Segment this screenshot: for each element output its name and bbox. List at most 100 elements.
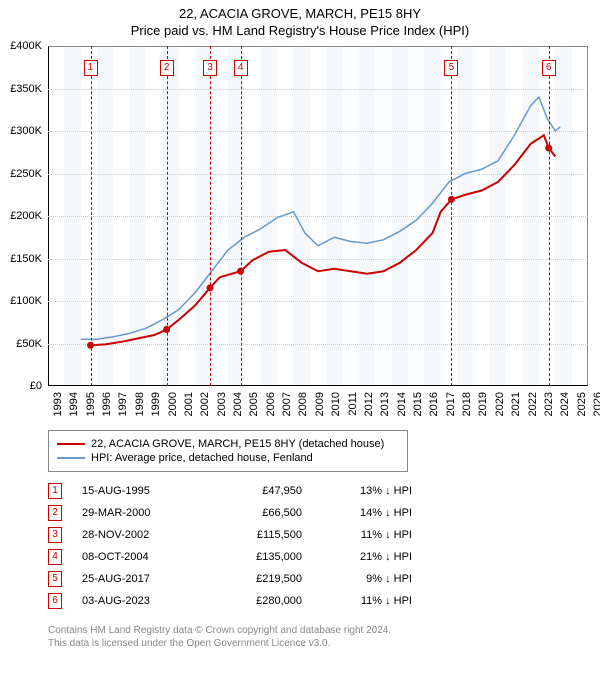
legend-label: 22, ACACIA GROVE, MARCH, PE15 8HY (detac… — [91, 438, 384, 450]
y-axis-label: £400K — [10, 40, 42, 52]
event-marker: 5 — [444, 60, 458, 76]
transaction-date: 29-MAR-2000 — [82, 507, 212, 519]
x-axis-label: 2016 — [428, 392, 440, 416]
transaction-price: £115,500 — [212, 529, 332, 541]
x-axis-label: 2022 — [527, 392, 539, 416]
y-axis-label: £300K — [10, 125, 42, 137]
series-line — [81, 97, 560, 339]
transaction-date: 25-AUG-2017 — [82, 573, 212, 585]
legend-swatch — [57, 457, 85, 459]
x-axis-label: 2023 — [543, 392, 555, 416]
event-line — [167, 46, 168, 386]
transaction-price: £135,000 — [212, 551, 332, 563]
x-axis-label: 1993 — [52, 392, 64, 416]
x-axis-label: 2007 — [281, 392, 293, 416]
x-axis-label: 1999 — [150, 392, 162, 416]
transaction-price: £47,950 — [212, 485, 332, 497]
event-line — [91, 46, 92, 386]
row-number: 6 — [48, 593, 62, 609]
row-number: 1 — [48, 483, 62, 499]
x-axis-label: 2010 — [330, 392, 342, 416]
transaction-price: £66,500 — [212, 507, 332, 519]
transaction-date: 08-OCT-2004 — [82, 551, 212, 563]
transaction-delta: 11% ↓ HPI — [332, 595, 412, 607]
transaction-delta: 9% ↓ HPI — [332, 573, 412, 585]
transaction-row: 5 25-AUG-2017£219,5009% ↓ HPI — [48, 568, 412, 590]
event-marker: 4 — [234, 60, 248, 76]
x-axis-label: 2014 — [396, 392, 408, 416]
x-axis-label: 2020 — [494, 392, 506, 416]
legend: 22, ACACIA GROVE, MARCH, PE15 8HY (detac… — [48, 430, 408, 472]
x-axis-label: 1998 — [134, 392, 146, 416]
transaction-table: 1 15-AUG-1995£47,95013% ↓ HPI 2 29-MAR-2000… — [48, 480, 412, 612]
row-number: 3 — [48, 527, 62, 543]
chart-title-address: 22, ACACIA GROVE, MARCH, PE15 8HY — [0, 0, 600, 21]
x-axis-label: 2009 — [314, 392, 326, 416]
footer-attribution: Contains HM Land Registry data © Crown c… — [48, 624, 391, 650]
x-axis-label: 2017 — [445, 392, 457, 416]
x-axis-label: 2002 — [199, 392, 211, 416]
legend-item: 22, ACACIA GROVE, MARCH, PE15 8HY (detac… — [57, 437, 399, 451]
event-marker: 1 — [84, 60, 98, 76]
event-line — [451, 46, 452, 386]
transaction-date: 15-AUG-1995 — [82, 485, 212, 497]
legend-swatch — [57, 443, 85, 445]
transaction-row: 4 08-OCT-2004£135,00021% ↓ HPI — [48, 546, 412, 568]
event-marker: 3 — [203, 60, 217, 76]
transaction-delta: 13% ↓ HPI — [332, 485, 412, 497]
transaction-row: 3 28-NOV-2002£115,50011% ↓ HPI — [48, 524, 412, 546]
transaction-row: 6 03-AUG-2023£280,00011% ↓ HPI — [48, 590, 412, 612]
event-line — [241, 46, 242, 386]
transaction-price: £219,500 — [212, 573, 332, 585]
row-number: 4 — [48, 549, 62, 565]
line-series-svg — [48, 46, 588, 386]
footer-line: Contains HM Land Registry data © Crown c… — [48, 624, 391, 637]
x-axis-label: 2000 — [167, 392, 179, 416]
transaction-date: 03-AUG-2023 — [82, 595, 212, 607]
x-axis-label: 2018 — [461, 392, 473, 416]
x-axis-label: 2021 — [510, 392, 522, 416]
footer-line: This data is licensed under the Open Gov… — [48, 637, 391, 650]
transaction-row: 2 29-MAR-2000£66,50014% ↓ HPI — [48, 502, 412, 524]
chart-area: £0£50K£100K£150K£200K£250K£300K£350K£400… — [48, 46, 588, 386]
x-axis-label: 2013 — [379, 392, 391, 416]
x-axis-label: 2019 — [477, 392, 489, 416]
x-axis-label: 1996 — [101, 392, 113, 416]
x-axis-label: 1994 — [68, 392, 80, 416]
legend-label: HPI: Average price, detached house, Fenl… — [91, 452, 313, 464]
y-axis-label: £150K — [10, 253, 42, 265]
x-axis-label: 2004 — [232, 392, 244, 416]
x-axis-label: 2006 — [265, 392, 277, 416]
x-axis-label: 1995 — [85, 392, 97, 416]
transaction-row: 1 15-AUG-1995£47,95013% ↓ HPI — [48, 480, 412, 502]
x-axis-label: 2025 — [576, 392, 588, 416]
chart-subtitle: Price paid vs. HM Land Registry's House … — [0, 21, 600, 38]
x-axis-label: 2005 — [248, 392, 260, 416]
x-axis-label: 2008 — [297, 392, 309, 416]
x-axis-label: 2026 — [592, 392, 600, 416]
y-axis-label: £200K — [10, 210, 42, 222]
x-axis-label: 2024 — [559, 392, 571, 416]
x-axis-label: 2012 — [363, 392, 375, 416]
transaction-price: £280,000 — [212, 595, 332, 607]
row-number: 2 — [48, 505, 62, 521]
transaction-delta: 14% ↓ HPI — [332, 507, 412, 519]
event-line — [210, 46, 211, 386]
y-axis-label: £50K — [16, 338, 42, 350]
y-axis-label: £100K — [10, 295, 42, 307]
y-axis-label: £0 — [30, 380, 42, 392]
x-axis-label: 2011 — [347, 392, 359, 416]
x-axis-label: 2001 — [183, 392, 195, 416]
event-line — [549, 46, 550, 386]
transaction-delta: 21% ↓ HPI — [332, 551, 412, 563]
transaction-delta: 11% ↓ HPI — [332, 529, 412, 541]
legend-item: HPI: Average price, detached house, Fenl… — [57, 451, 399, 465]
x-axis-label: 2003 — [216, 392, 228, 416]
event-marker: 6 — [542, 60, 556, 76]
transaction-date: 28-NOV-2002 — [82, 529, 212, 541]
y-axis-label: £350K — [10, 83, 42, 95]
chart-container: 22, ACACIA GROVE, MARCH, PE15 8HY Price … — [0, 0, 600, 680]
event-marker: 2 — [160, 60, 174, 76]
x-axis-label: 2015 — [412, 392, 424, 416]
row-number: 5 — [48, 571, 62, 587]
